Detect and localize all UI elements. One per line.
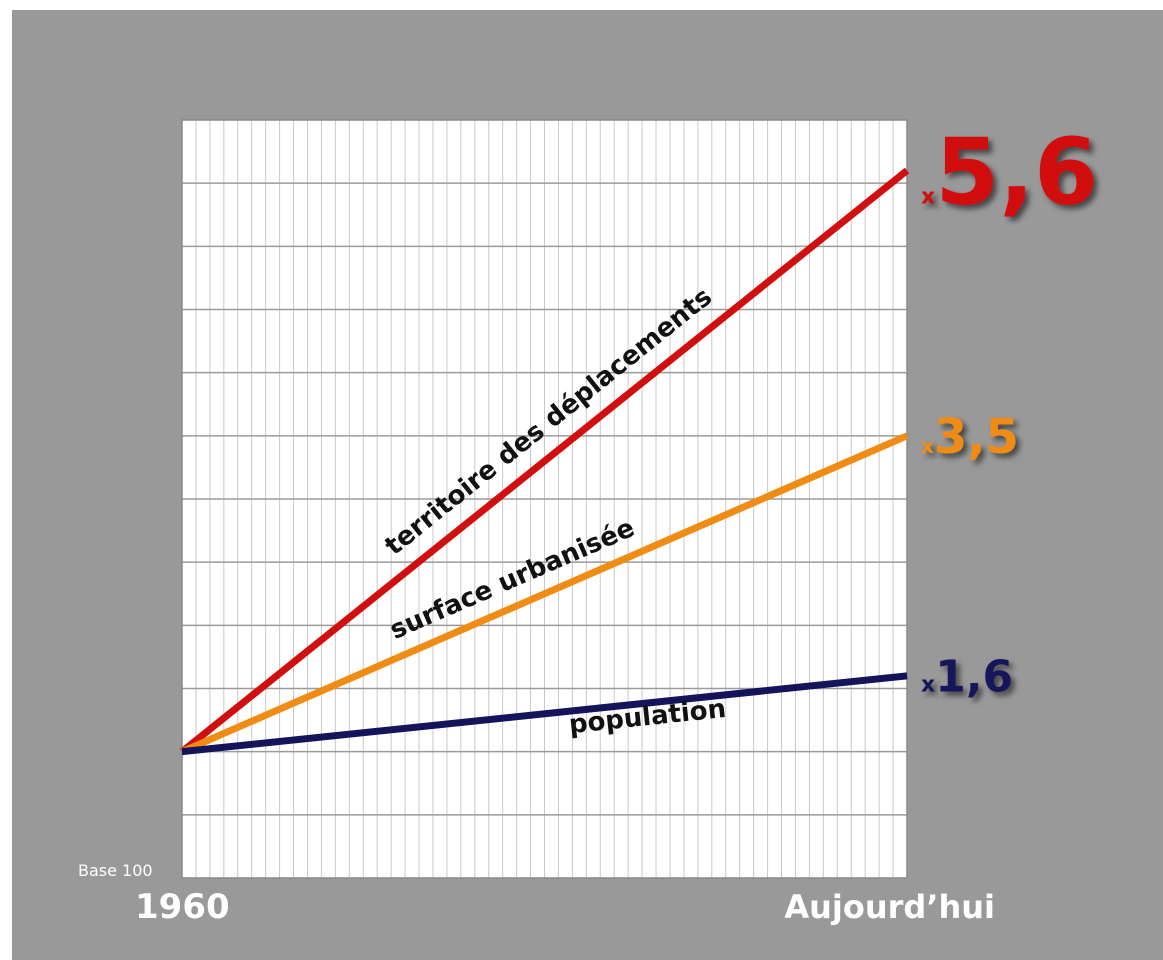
plot-frame	[181, 119, 908, 879]
annotation: Base 100	[78, 861, 153, 880]
x-tick-label: Aujourd’hui	[784, 888, 995, 926]
value-label: x5,6	[921, 119, 1098, 226]
line	[181, 672, 908, 756]
value-label-prefix: x	[921, 673, 935, 698]
value-label-prefix: x	[921, 185, 935, 210]
value-label-number: 5,6	[935, 119, 1098, 226]
value-label-number: 3,5	[934, 409, 1019, 465]
value-label-prefix: x	[921, 434, 934, 458]
line	[179, 167, 910, 755]
value-label: x1,6	[921, 652, 1013, 703]
line	[180, 432, 909, 755]
x-tick-label: 1960	[135, 887, 230, 927]
value-label-number: 1,6	[935, 652, 1013, 703]
value-label: x3,5	[921, 409, 1019, 465]
